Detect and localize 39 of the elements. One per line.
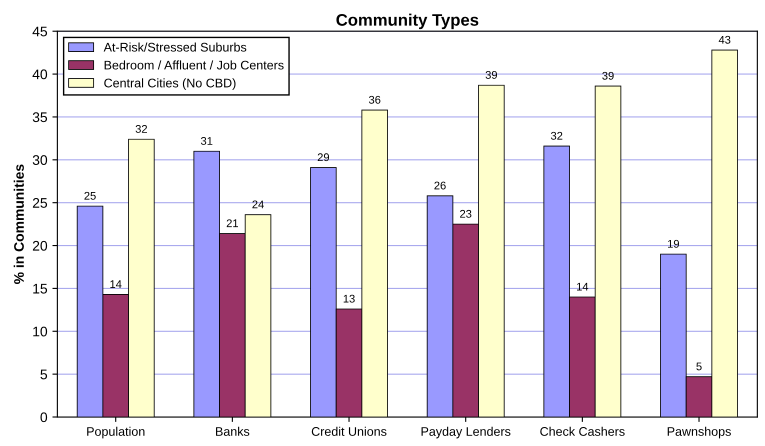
y-tick-label: 10 xyxy=(33,326,48,336)
data-label: 36 xyxy=(368,96,380,104)
y-tick-label: 25 xyxy=(32,198,48,208)
data-label: 5 xyxy=(696,362,702,370)
data-label: 14 xyxy=(110,280,122,288)
y-tick-label: 35 xyxy=(32,112,48,122)
data-label: 32 xyxy=(136,125,147,133)
data-label: 31 xyxy=(200,137,212,145)
y-tick-label: 45 xyxy=(32,26,48,36)
data-label: 39 xyxy=(486,71,498,79)
y-tick-label: 30 xyxy=(32,155,48,165)
data-label: 43 xyxy=(718,36,730,44)
data-label: 25 xyxy=(84,192,96,200)
legend-label: At-Risk/Stressed Suburbs xyxy=(104,42,246,52)
legend-label: Bedroom / Affluent / Job Centers xyxy=(104,60,284,70)
data-label: 39 xyxy=(602,72,614,80)
data-label: 23 xyxy=(460,210,472,218)
data-label: 13 xyxy=(344,294,355,303)
y-tick-label: 15 xyxy=(33,284,48,294)
y-tick-label: 40 xyxy=(32,69,48,80)
y-tick-label: 5 xyxy=(40,370,48,380)
y-tick-label: 0 xyxy=(40,412,48,422)
x-tick-label: Banks xyxy=(216,426,250,436)
y-tick-label: 20 xyxy=(32,240,48,251)
data-label: 32 xyxy=(550,132,562,140)
data-label: 21 xyxy=(226,219,238,228)
data-label: 19 xyxy=(668,240,680,248)
data-label: 14 xyxy=(577,282,588,291)
data-label: 24 xyxy=(252,200,264,208)
data-label: 29 xyxy=(318,153,330,162)
x-tick-label: Check Cashers xyxy=(540,426,625,436)
x-tick-label: Population xyxy=(87,426,144,438)
chart-title: Community Types xyxy=(336,14,478,30)
legend-label: Central Cities (No CBD) xyxy=(104,78,236,90)
x-tick-label: Payday Lenders xyxy=(422,426,510,438)
y-axis-title: % in Communities xyxy=(14,164,24,284)
data-label: 26 xyxy=(434,182,446,190)
x-tick-label: Pawnshops xyxy=(668,426,731,438)
x-tick-label: Credit Unions xyxy=(312,426,386,436)
